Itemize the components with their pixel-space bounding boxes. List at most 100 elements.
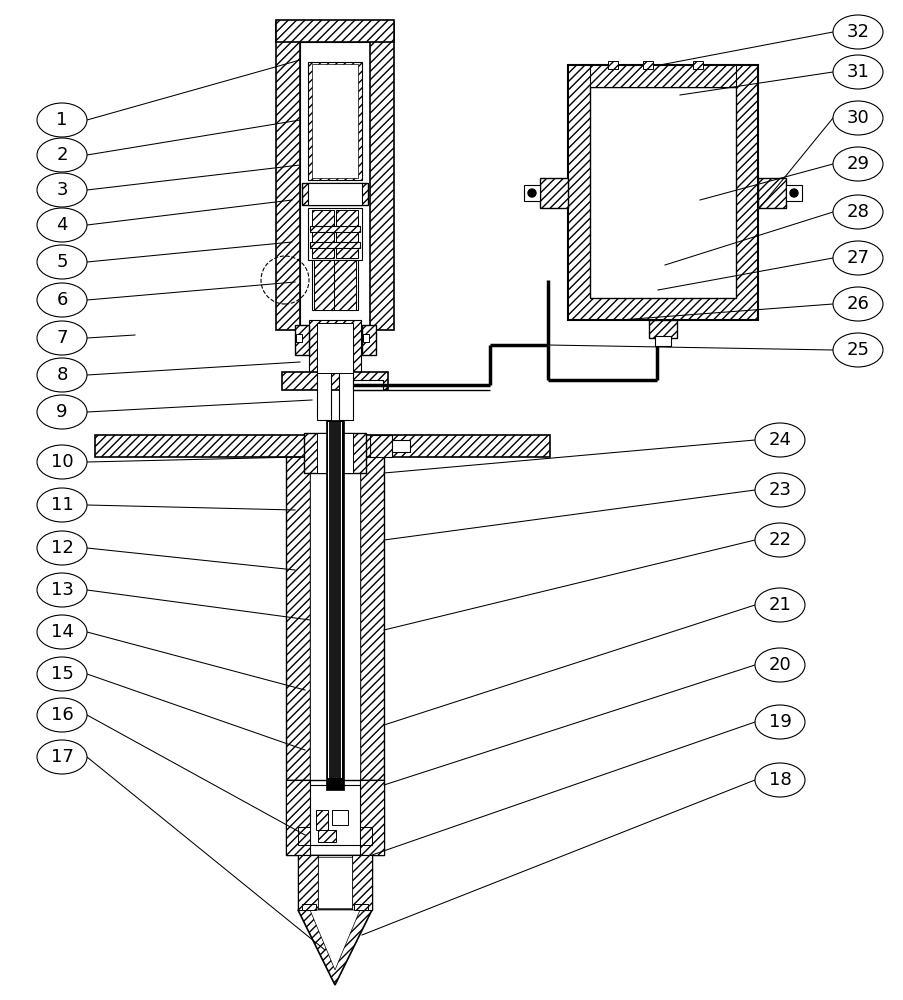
- Ellipse shape: [37, 395, 87, 429]
- Ellipse shape: [37, 321, 87, 355]
- Text: 8: 8: [56, 366, 68, 384]
- Bar: [336, 210, 358, 258]
- Text: 12: 12: [51, 539, 73, 557]
- Bar: [339, 340, 352, 420]
- Text: 25: 25: [845, 341, 869, 359]
- Ellipse shape: [754, 473, 804, 507]
- Bar: [392, 440, 410, 452]
- Bar: [285, 780, 310, 855]
- Bar: [655, 336, 670, 346]
- Bar: [361, 325, 376, 355]
- Ellipse shape: [37, 573, 87, 607]
- Ellipse shape: [832, 241, 882, 275]
- Bar: [312, 64, 358, 178]
- Bar: [308, 208, 361, 260]
- Bar: [298, 855, 318, 910]
- Ellipse shape: [832, 333, 882, 367]
- Bar: [310, 226, 359, 232]
- Text: 3: 3: [56, 181, 68, 199]
- Bar: [333, 260, 356, 310]
- Bar: [300, 42, 369, 330]
- Text: 2: 2: [56, 146, 68, 164]
- Bar: [363, 334, 368, 342]
- Bar: [313, 260, 336, 310]
- Bar: [352, 380, 383, 390]
- Bar: [308, 62, 361, 180]
- Bar: [282, 372, 387, 390]
- Text: 1: 1: [56, 111, 68, 129]
- Bar: [317, 340, 330, 420]
- Ellipse shape: [754, 423, 804, 457]
- Bar: [308, 183, 361, 205]
- Text: 18: 18: [768, 771, 790, 789]
- Bar: [524, 185, 539, 201]
- Bar: [359, 780, 384, 855]
- Text: 26: 26: [845, 295, 869, 313]
- Ellipse shape: [832, 101, 882, 135]
- Ellipse shape: [37, 358, 87, 392]
- Bar: [310, 785, 359, 845]
- Bar: [369, 22, 394, 330]
- Text: 16: 16: [51, 706, 73, 724]
- Bar: [318, 857, 351, 908]
- Bar: [317, 433, 352, 473]
- Bar: [351, 855, 372, 910]
- Ellipse shape: [37, 173, 87, 207]
- Ellipse shape: [754, 588, 804, 622]
- Bar: [642, 61, 652, 69]
- Bar: [567, 65, 757, 320]
- Ellipse shape: [832, 15, 882, 49]
- Bar: [359, 827, 372, 845]
- Bar: [326, 780, 344, 790]
- Bar: [317, 323, 352, 373]
- Bar: [312, 210, 333, 258]
- Ellipse shape: [37, 445, 87, 479]
- Text: 9: 9: [56, 403, 68, 421]
- Ellipse shape: [37, 615, 87, 649]
- Ellipse shape: [37, 138, 87, 172]
- Text: 15: 15: [51, 665, 73, 683]
- Text: 27: 27: [845, 249, 869, 267]
- Text: 22: 22: [768, 531, 791, 549]
- Circle shape: [789, 189, 797, 197]
- Text: 17: 17: [51, 748, 73, 766]
- Ellipse shape: [754, 523, 804, 557]
- Text: 10: 10: [51, 453, 73, 471]
- Bar: [275, 22, 300, 330]
- Bar: [331, 810, 348, 825]
- Text: 32: 32: [845, 23, 869, 41]
- Text: 24: 24: [768, 431, 791, 449]
- Text: 4: 4: [56, 216, 68, 234]
- Polygon shape: [310, 910, 359, 970]
- Bar: [359, 455, 384, 780]
- Ellipse shape: [37, 208, 87, 242]
- Text: 29: 29: [845, 155, 869, 173]
- Ellipse shape: [832, 147, 882, 181]
- Bar: [590, 87, 735, 298]
- Bar: [328, 422, 341, 778]
- Ellipse shape: [37, 245, 87, 279]
- Bar: [648, 320, 676, 338]
- Text: 5: 5: [56, 253, 68, 271]
- Ellipse shape: [37, 698, 87, 732]
- Ellipse shape: [754, 763, 804, 797]
- Bar: [294, 325, 309, 355]
- Text: 21: 21: [768, 596, 790, 614]
- Bar: [693, 61, 703, 69]
- Bar: [295, 334, 302, 342]
- Bar: [369, 435, 392, 457]
- Text: 14: 14: [51, 623, 73, 641]
- Bar: [285, 780, 384, 855]
- Bar: [354, 904, 368, 910]
- Text: 23: 23: [768, 481, 791, 499]
- Bar: [539, 178, 567, 208]
- Text: 6: 6: [56, 291, 68, 309]
- Bar: [95, 435, 549, 457]
- Ellipse shape: [37, 488, 87, 522]
- Text: 19: 19: [768, 713, 790, 731]
- Bar: [326, 420, 344, 780]
- Text: 7: 7: [56, 329, 68, 347]
- Ellipse shape: [37, 531, 87, 565]
- Bar: [303, 433, 366, 473]
- Ellipse shape: [37, 283, 87, 317]
